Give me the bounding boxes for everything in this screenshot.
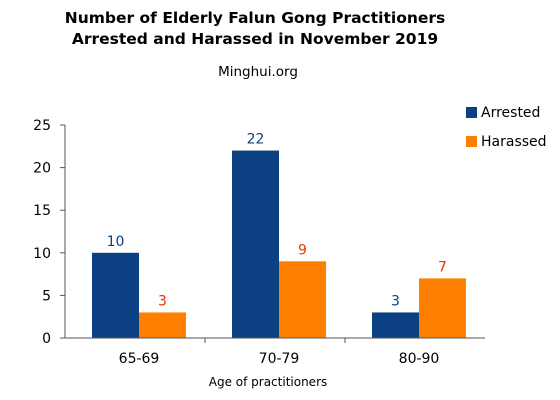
- bar-arrested-65-69: [92, 252, 139, 338]
- bar-harassed-80-90: [419, 278, 466, 338]
- y-tick-label: 10: [33, 246, 51, 262]
- y-axis-ticks: 0 5 10 15 20 25: [33, 118, 65, 347]
- y-tick-label: 0: [42, 331, 51, 347]
- x-tick-label: 70-79: [259, 351, 300, 367]
- data-label-arrested-70-79: 22: [247, 132, 265, 148]
- y-tick-label: 5: [42, 288, 51, 304]
- legend-swatch-harassed: [466, 136, 477, 147]
- legend-swatch-arrested: [466, 107, 477, 118]
- data-label-arrested-65-69: 10: [107, 234, 125, 250]
- x-tick-label: 80-90: [399, 351, 440, 367]
- bar-arrested-70-79: [232, 150, 279, 338]
- bars: [92, 150, 466, 338]
- data-label-harassed-80-90: 7: [438, 259, 447, 275]
- bar-arrested-80-90: [372, 312, 419, 338]
- axes: [64, 125, 485, 339]
- chart-title-line2: Arrested and Harassed in November 2019: [72, 30, 438, 48]
- x-axis-ticks: 65-69 70-79 80-90: [119, 338, 440, 367]
- legend: Arrested Harassed: [466, 105, 547, 150]
- data-label-harassed-70-79: 9: [298, 242, 307, 258]
- data-labels: 10 3 22 9 3 7: [107, 132, 447, 310]
- y-tick-label: 15: [33, 203, 51, 219]
- legend-label-harassed: Harassed: [481, 134, 547, 150]
- chart-subtitle: Minghui.org: [218, 64, 298, 80]
- y-tick-label: 25: [33, 118, 51, 134]
- x-axis-label: Age of practitioners: [209, 375, 328, 389]
- bar-harassed-65-69: [139, 312, 186, 338]
- bar-harassed-70-79: [279, 261, 326, 338]
- data-label-harassed-65-69: 3: [158, 293, 167, 309]
- y-tick-label: 20: [33, 161, 51, 177]
- x-tick-label: 65-69: [119, 351, 160, 367]
- legend-label-arrested: Arrested: [481, 105, 540, 121]
- chart-title: Number of Elderly Falun Gong Practitione…: [65, 9, 446, 27]
- data-label-arrested-80-90: 3: [391, 293, 400, 309]
